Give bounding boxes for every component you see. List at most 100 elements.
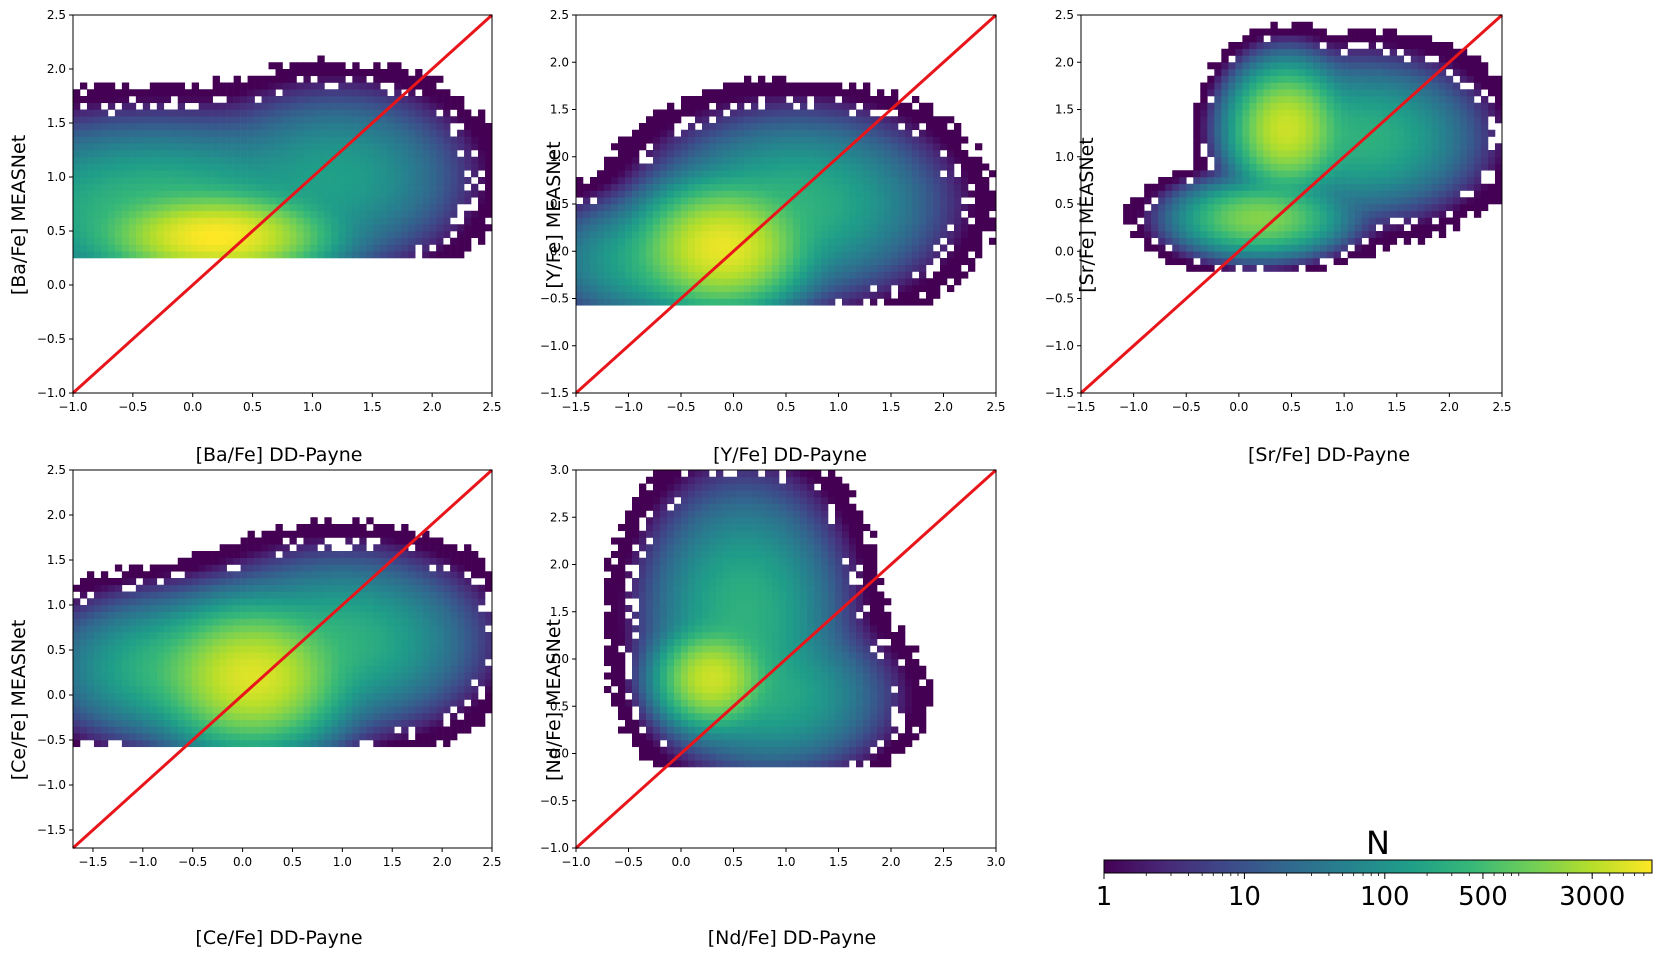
heatmap-cell: [1355, 116, 1362, 123]
heatmap-cell: [660, 191, 667, 198]
heatmap-cell: [213, 211, 220, 218]
heatmap-cell: [101, 218, 108, 225]
heatmap-cell: [373, 218, 380, 225]
heatmap-cell: [478, 157, 485, 164]
heatmap-cell: [115, 116, 122, 123]
heatmap-cell: [758, 272, 765, 279]
heatmap-cell: [1249, 170, 1256, 177]
heatmap-cell: [1313, 49, 1320, 56]
heatmap-cell: [1383, 62, 1390, 69]
heatmap-cell: [1467, 184, 1474, 191]
heatmap-cell: [387, 184, 394, 191]
heatmap-cell: [178, 231, 185, 238]
heatmap-cell: [961, 224, 968, 231]
heatmap-cell: [576, 177, 583, 184]
heatmap-cell: [234, 150, 241, 157]
heatmap-cell: [1432, 42, 1439, 49]
heatmap-cell: [220, 123, 227, 130]
heatmap-cell: [912, 211, 919, 218]
heatmap-cell: [947, 164, 954, 171]
heatmap-cell: [345, 130, 352, 137]
heatmap-cell: [115, 632, 122, 639]
heatmap-cell: [1411, 76, 1418, 83]
heatmap-cell: [122, 251, 129, 258]
heatmap-cell: [129, 123, 136, 130]
heatmap-cell: [94, 652, 101, 659]
heatmap-cell: [289, 103, 296, 110]
heatmap-cell: [206, 143, 213, 150]
heatmap-cell: [401, 157, 408, 164]
heatmap-cell: [1256, 218, 1263, 225]
heatmap-cell: [1256, 89, 1263, 96]
heatmap-cell: [807, 130, 814, 137]
heatmap-cell: [618, 245, 625, 252]
heatmap-cell: [143, 605, 150, 612]
heatmap-cell: [80, 123, 87, 130]
heatmap-cell: [1221, 184, 1228, 191]
heatmap-cell: [828, 177, 835, 184]
heatmap-cell: [800, 292, 807, 299]
heatmap-cell: [1439, 56, 1446, 63]
heatmap-cell: [723, 299, 730, 306]
heatmap-cell: [206, 204, 213, 211]
heatmap-cell: [1207, 137, 1214, 144]
heatmap-cell: [1327, 224, 1334, 231]
heatmap-cell: [681, 96, 688, 103]
heatmap-cell: [457, 164, 464, 171]
heatmap-cell: [618, 150, 625, 157]
heatmap-cell: [94, 170, 101, 177]
heatmap-cell: [94, 659, 101, 666]
heatmap-cell: [842, 130, 849, 137]
heatmap-cell: [220, 116, 227, 123]
heatmap-cell: [1200, 130, 1207, 137]
heatmap-cell: [772, 245, 779, 252]
heatmap-cell: [772, 96, 779, 103]
heatmap-cell: [905, 272, 912, 279]
heatmap-cell: [1249, 157, 1256, 164]
heatmap-cell: [143, 123, 150, 130]
heatmap-cell: [1362, 123, 1369, 130]
heatmap-cell: [576, 251, 583, 258]
heatmap-cell: [1327, 184, 1334, 191]
heatmap-cell: [1242, 49, 1249, 56]
heatmap-cell: [108, 713, 115, 720]
heatmap-cell: [199, 157, 206, 164]
heatmap-cell: [898, 251, 905, 258]
heatmap-cell: [206, 231, 213, 238]
heatmap-cell: [241, 177, 248, 184]
heatmap-cell: [807, 150, 814, 157]
heatmap-cell: [1249, 83, 1256, 90]
heatmap-cell: [646, 137, 653, 144]
heatmap-cell: [1369, 218, 1376, 225]
heatmap-cell: [129, 137, 136, 144]
heatmap-cell: [136, 733, 143, 740]
heatmap-cell: [255, 89, 262, 96]
heatmap-cell: [1270, 197, 1277, 204]
heatmap-cell: [1488, 130, 1495, 137]
heatmap-cell: [115, 157, 122, 164]
heatmap-cell: [1439, 218, 1446, 225]
heatmap-cell: [324, 204, 331, 211]
heatmap-cell: [289, 164, 296, 171]
heatmap-cell: [1158, 224, 1165, 231]
heatmap-cell: [1488, 157, 1495, 164]
heatmap-cell: [1334, 103, 1341, 110]
heatmap-cell: [1242, 123, 1249, 130]
heatmap-cell: [1348, 116, 1355, 123]
heatmap-cell: [989, 224, 996, 231]
heatmap-cell: [821, 177, 828, 184]
heatmap-cell: [954, 258, 961, 265]
heatmap-cell: [884, 130, 891, 137]
heatmap-cell: [331, 137, 338, 144]
heatmap-cell: [1411, 83, 1418, 90]
heatmap-cell: [870, 278, 877, 285]
heatmap-cell: [765, 110, 772, 117]
heatmap-cell: [1179, 177, 1186, 184]
heatmap-cell: [632, 292, 639, 299]
heatmap-cell: [108, 224, 115, 231]
heatmap-cell: [765, 177, 772, 184]
heatmap-cell: [1292, 137, 1299, 144]
heatmap-cell: [919, 211, 926, 218]
heatmap-cell: [1228, 164, 1235, 171]
heatmap-cell: [590, 245, 597, 252]
